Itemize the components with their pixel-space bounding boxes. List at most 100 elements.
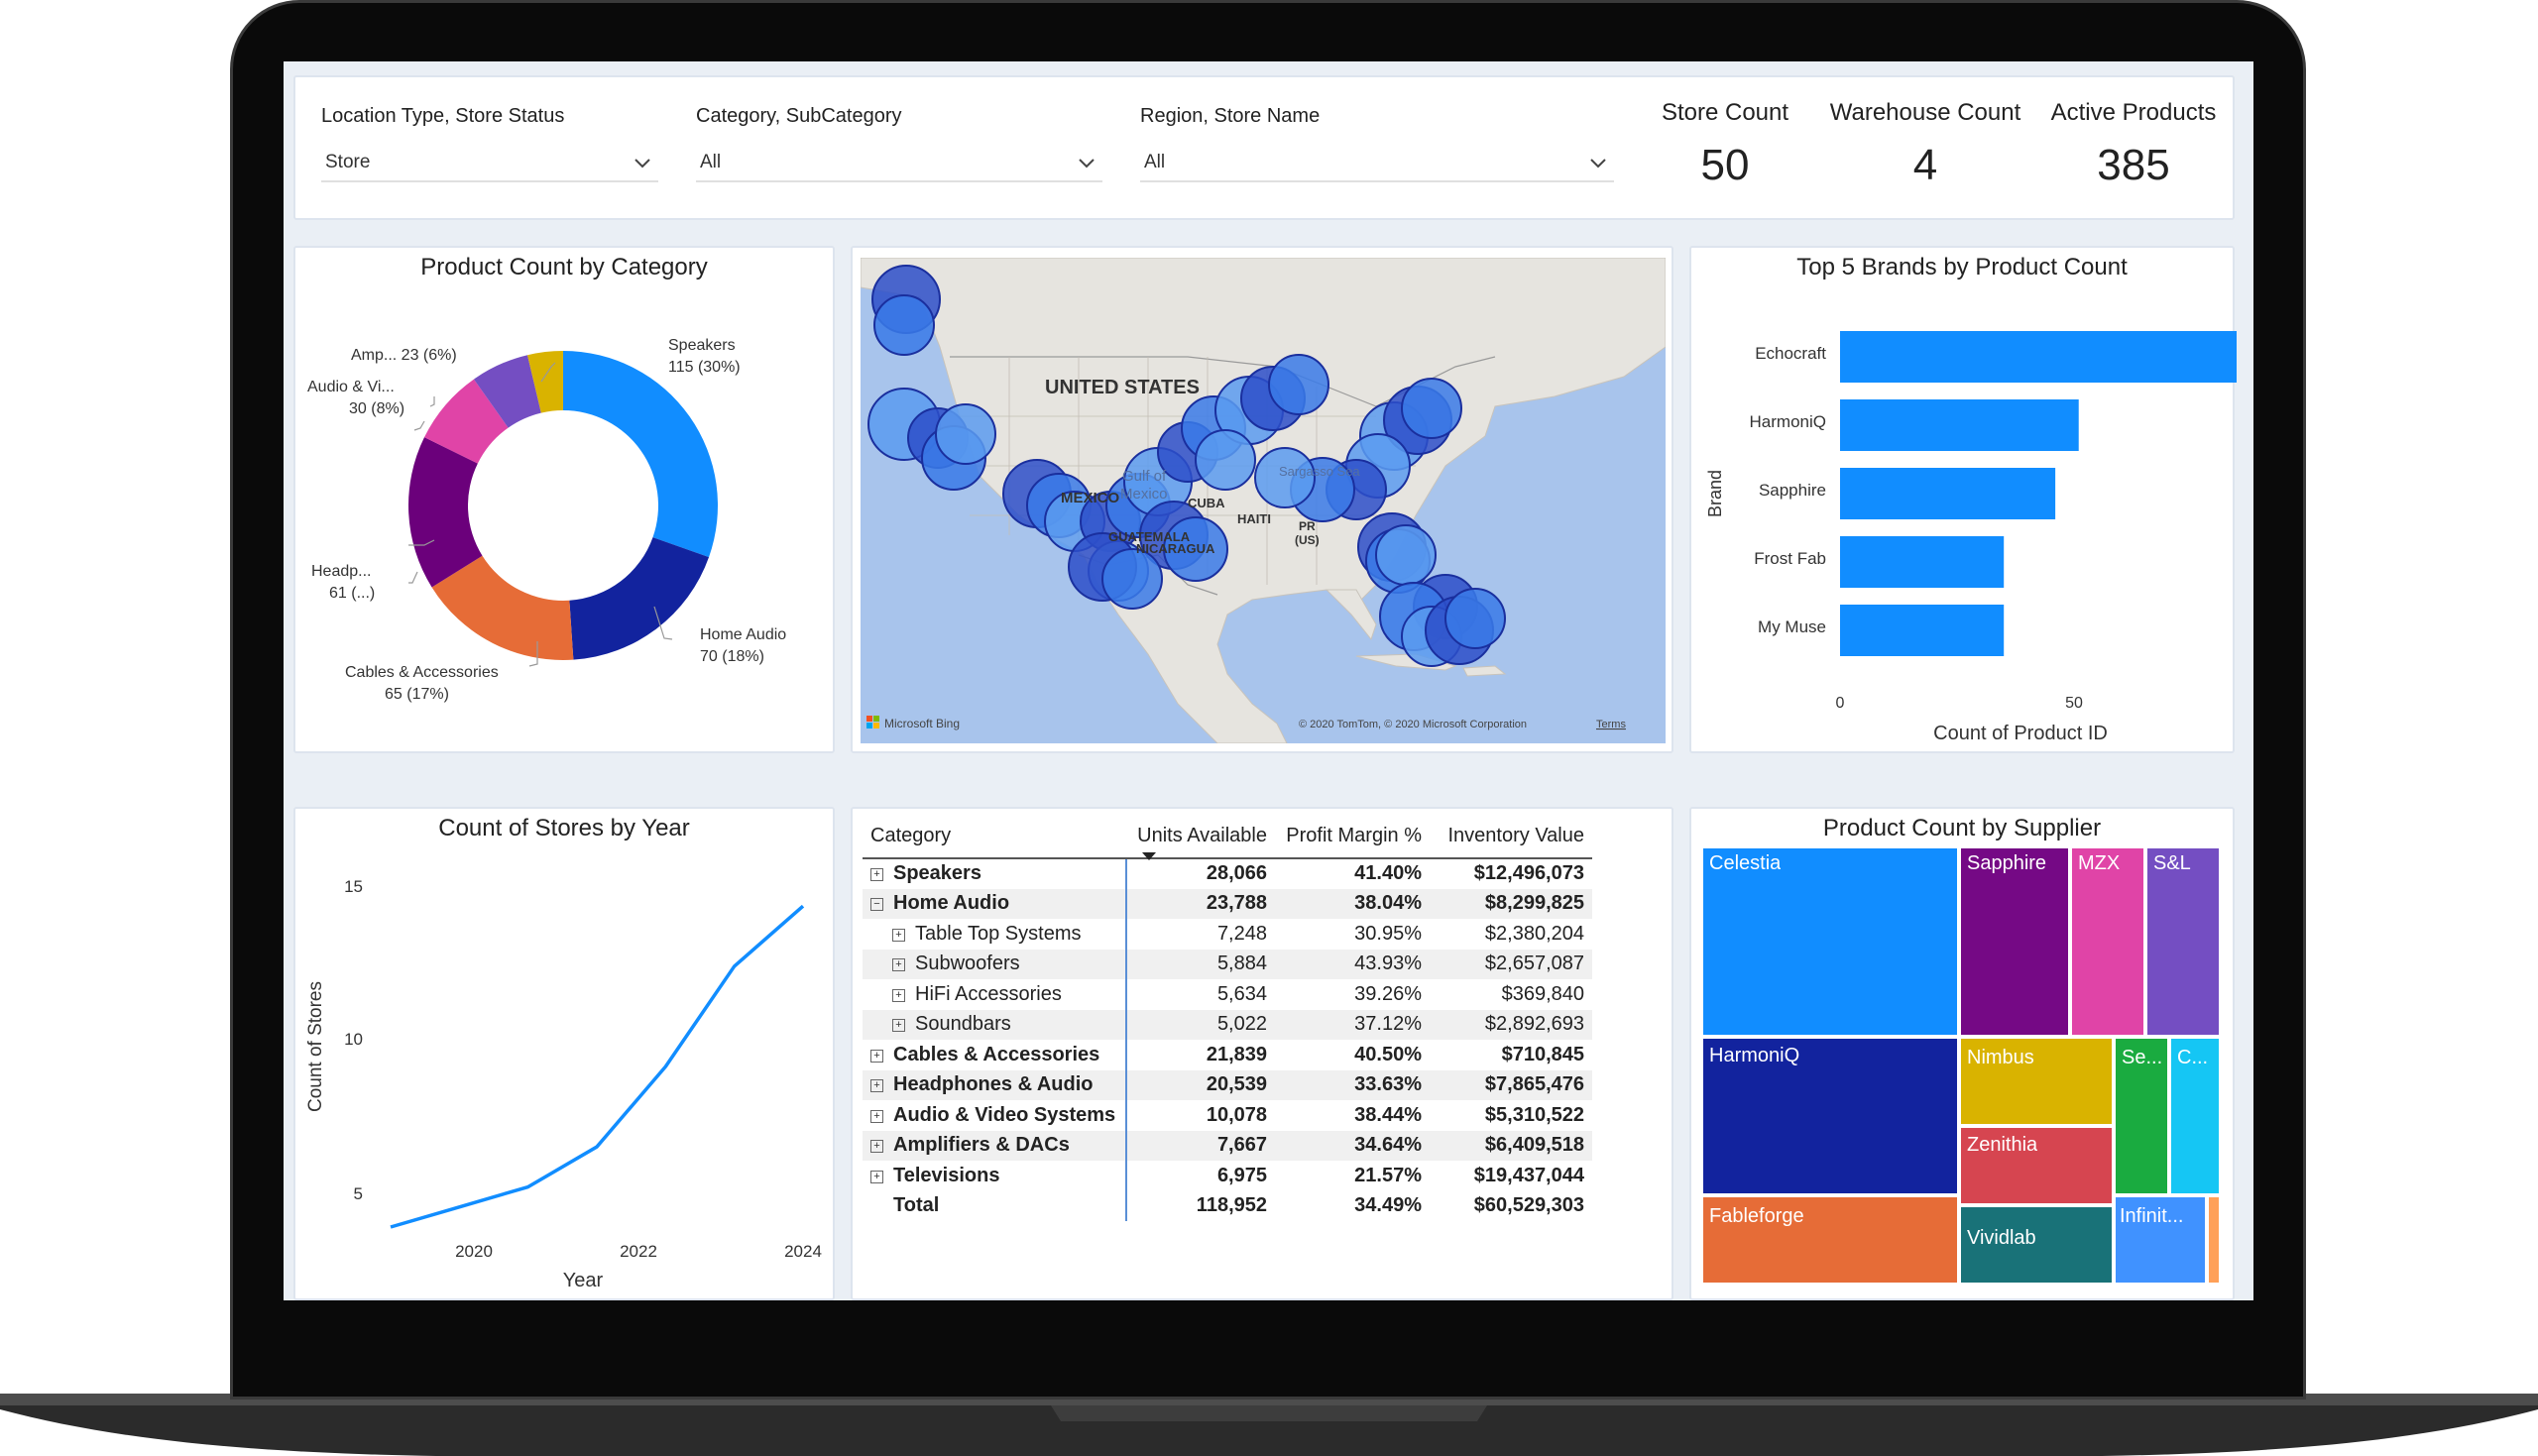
- treemap-label-vividlab: Vividlab: [1967, 1227, 2036, 1249]
- expand-icon[interactable]: +: [892, 928, 905, 942]
- treemap-tile-c[interactable]: C...: [2169, 1037, 2221, 1195]
- category-dropdown[interactable]: All: [696, 143, 1102, 182]
- treemap-tile-infinit[interactable]: Infinit...: [2114, 1195, 2207, 1285]
- matrix-cell-margin: 30.95%: [1354, 922, 1422, 945]
- brand-bar[interactable]: [1840, 331, 2237, 383]
- donut-slice[interactable]: [473, 355, 541, 428]
- expand-icon[interactable]: +: [870, 1049, 883, 1063]
- donut-value-speakers: 115 (30%): [668, 359, 741, 376]
- expand-icon[interactable]: +: [892, 958, 905, 972]
- store-location-bubble[interactable]: [1375, 524, 1437, 586]
- donut-slice[interactable]: [563, 351, 718, 558]
- matrix-cell-category: + Televisions: [863, 1161, 1127, 1191]
- map-gulf-label-1: Gulf of: [1122, 468, 1167, 485]
- matrix-row[interactable]: + Amplifiers & DACs 7,667 34.64% $6,409,518: [863, 1130, 1592, 1161]
- matrix-row[interactable]: + Cables & Accessories 21,839 40.50% $710,84…: [863, 1040, 1592, 1070]
- donut-chart-card[interactable]: Product Count by Category Speakers 115 (…: [293, 246, 835, 753]
- treemap-tile-se[interactable]: Se...: [2114, 1037, 2169, 1195]
- donut-slice[interactable]: [569, 537, 710, 660]
- treemap-tile-mzx[interactable]: MZX: [2070, 846, 2145, 1037]
- matrix-row[interactable]: + Speakers 28,066 41.40% $12,496,073: [863, 858, 1592, 889]
- donut-chart: [408, 351, 718, 667]
- store-location-bubble[interactable]: [935, 403, 996, 465]
- expand-icon[interactable]: +: [870, 1170, 883, 1183]
- matrix-row[interactable]: + Headphones & Audio 20,539 33.63% $7,865,47…: [863, 1069, 1592, 1100]
- matrix-category-name: Amplifiers & DACs: [893, 1134, 1070, 1157]
- matrix-header-value[interactable]: Inventory Value: [1430, 819, 1592, 859]
- treemap-tile-celestia[interactable]: Celestia: [1701, 846, 1959, 1037]
- expand-icon[interactable]: +: [870, 1140, 883, 1154]
- donut-slice[interactable]: [431, 555, 574, 660]
- donut-label-cables: Cables & Accessories: [345, 664, 499, 681]
- matrix-cell-margin: 41.40%: [1354, 862, 1422, 885]
- matrix-row[interactable]: + Table Top Systems 7,248 30.95% $2,380,204: [863, 919, 1592, 950]
- expand-icon[interactable]: +: [870, 868, 883, 882]
- map-terms-link[interactable]: Terms: [1596, 719, 1626, 730]
- matrix-row[interactable]: + HiFi Accessories 5,634 39.26% $369,840: [863, 979, 1592, 1010]
- treemap-tile-vividlab[interactable]: Vividlab: [1959, 1205, 2114, 1285]
- matrix-header-margin[interactable]: Profit Margin %: [1275, 819, 1430, 859]
- matrix-category-name: HiFi Accessories: [915, 982, 1062, 1005]
- matrix-cell-margin: 40.50%: [1354, 1043, 1422, 1065]
- sort-descending-icon[interactable]: [1142, 852, 1156, 862]
- treemap-label-mzx: MZX: [2078, 852, 2121, 874]
- treemap-tile-zenithia[interactable]: Zenithia: [1959, 1126, 2114, 1205]
- store-location-bubble[interactable]: [1268, 354, 1329, 415]
- donut-slice[interactable]: [424, 379, 509, 464]
- treemap-tile-nimbus[interactable]: Nimbus: [1959, 1037, 2114, 1126]
- expand-icon[interactable]: +: [892, 988, 905, 1002]
- brand-bar[interactable]: [1840, 605, 2005, 656]
- store-location-bubble[interactable]: [1101, 548, 1163, 610]
- stores-line-chart-card[interactable]: Count of Stores by Year Count of Stores …: [293, 807, 835, 1300]
- map-card[interactable]: UNITED STATES Gulf of Mexico MEXICO CUBA…: [851, 246, 1673, 753]
- store-location-bubble[interactable]: [1401, 378, 1462, 439]
- brands-chart-card[interactable]: Top 5 Brands by Product Count Brand Echo…: [1689, 246, 2237, 753]
- map-country-label: UNITED STATES: [1045, 377, 1200, 398]
- store-location-bubble[interactable]: [1195, 429, 1256, 491]
- category-matrix-card[interactable]: Category Units Available Profit Margin %…: [851, 807, 1673, 1300]
- treemap-label-zenithia: Zenithia: [1967, 1134, 2038, 1156]
- matrix-cell-units: 6,975: [1216, 1164, 1267, 1186]
- matrix-cell-category: + Headphones & Audio: [863, 1069, 1127, 1100]
- brand-bar[interactable]: [1840, 468, 2056, 519]
- microsoft-logo-icon: [866, 716, 879, 728]
- donut-slice[interactable]: [527, 351, 563, 413]
- matrix-cell-units: 5,022: [1126, 1009, 1275, 1040]
- donut-slice[interactable]: [408, 437, 483, 588]
- brand-bar[interactable]: [1840, 399, 2079, 451]
- matrix-cell-units: 20,539: [1126, 1069, 1275, 1100]
- expand-icon[interactable]: +: [892, 1019, 905, 1033]
- stores-line-chart: Count of Stores 15 10 5 2020 2022 2024 Y…: [305, 877, 822, 1291]
- matrix-row[interactable]: + Subwoofers 5,884 43.93% $2,657,087: [863, 949, 1592, 979]
- expand-icon[interactable]: +: [870, 1079, 883, 1093]
- region-dropdown[interactable]: All: [1140, 143, 1614, 182]
- map-sargasso-label: Sargasso Sea: [1279, 464, 1360, 479]
- collapse-icon[interactable]: −: [870, 898, 883, 912]
- matrix-row[interactable]: + Televisions 6,975 21.57% $19,437,044: [863, 1161, 1592, 1191]
- matrix-row[interactable]: + Soundbars 5,022 37.12% $2,892,693: [863, 1009, 1592, 1040]
- treemap-tile-fableforge[interactable]: Fableforge: [1701, 1195, 1959, 1285]
- location-dropdown-value: Store: [325, 152, 371, 172]
- store-location-bubble[interactable]: [1163, 516, 1228, 582]
- matrix-category-name: Speakers: [893, 862, 981, 885]
- supplier-treemap-card[interactable]: Product Count by Supplier Celestia Sapph…: [1689, 807, 2235, 1300]
- map-bubbles[interactable]: [867, 265, 1506, 667]
- treemap-tile-sl[interactable]: S&L: [2145, 846, 2221, 1037]
- brand-bar[interactable]: [1840, 536, 2005, 588]
- filter-label-category: Category, SubCategory: [696, 105, 902, 127]
- store-location-bubble[interactable]: [1444, 588, 1506, 649]
- donut-label-audio-video: Audio & Vi...: [307, 379, 395, 395]
- treemap-tile-other[interactable]: [2207, 1195, 2221, 1285]
- treemap-tile-sapphire[interactable]: Sapphire: [1959, 846, 2070, 1037]
- expand-icon[interactable]: +: [870, 1109, 883, 1123]
- treemap-label-nimbus: Nimbus: [1967, 1047, 2034, 1068]
- matrix-cell-units: 5,884: [1126, 949, 1275, 979]
- matrix-row[interactable]: + Audio & Video Systems 10,078 38.44% $5,310…: [863, 1100, 1592, 1131]
- location-dropdown[interactable]: Store: [321, 143, 658, 182]
- matrix-header-category[interactable]: Category: [863, 819, 1126, 859]
- store-map[interactable]: UNITED STATES Gulf of Mexico MEXICO CUBA…: [861, 258, 1666, 743]
- store-location-bubble[interactable]: [873, 294, 935, 356]
- store-location-bubble[interactable]: [1254, 447, 1316, 508]
- treemap-tile-harmoniq[interactable]: HarmoniQ: [1701, 1037, 1959, 1195]
- matrix-row[interactable]: − Home Audio 23,788 38.04% $8,299,825: [863, 888, 1592, 919]
